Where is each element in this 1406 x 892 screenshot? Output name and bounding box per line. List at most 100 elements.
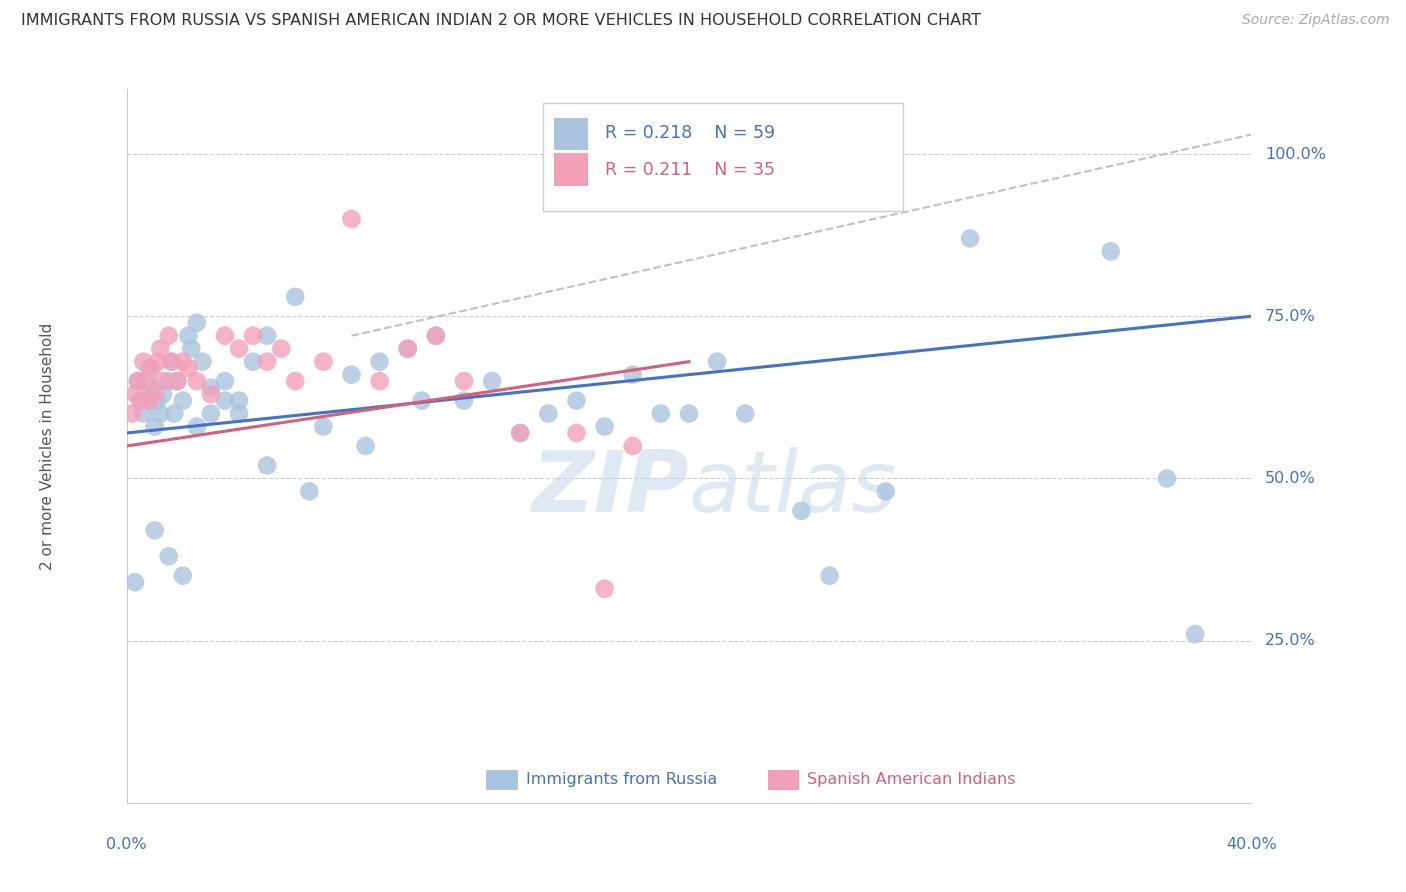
Point <box>959 231 981 245</box>
Point <box>160 354 183 368</box>
Point <box>368 354 391 368</box>
FancyBboxPatch shape <box>768 770 799 790</box>
Point <box>509 425 531 440</box>
Text: Immigrants from Russia: Immigrants from Russia <box>526 772 717 788</box>
Point <box>340 368 363 382</box>
Point <box>214 328 236 343</box>
Text: ZIP: ZIP <box>531 447 689 531</box>
Point <box>146 354 169 368</box>
Point <box>818 568 841 582</box>
Point <box>157 374 180 388</box>
Point <box>354 439 377 453</box>
Point <box>214 374 236 388</box>
Point <box>593 582 616 596</box>
Point <box>149 407 172 421</box>
Point <box>160 354 183 368</box>
Text: 75.0%: 75.0% <box>1265 309 1316 324</box>
Point <box>481 374 503 388</box>
Point <box>191 354 214 368</box>
Point <box>166 374 188 388</box>
Point <box>132 354 155 368</box>
Point <box>1099 244 1122 259</box>
Point <box>129 393 152 408</box>
FancyBboxPatch shape <box>554 118 588 150</box>
Point <box>172 354 194 368</box>
Point <box>163 407 186 421</box>
Point <box>157 328 180 343</box>
Point <box>1156 471 1178 485</box>
Point <box>152 387 174 401</box>
Text: Spanish American Indians: Spanish American Indians <box>807 772 1015 788</box>
Point <box>537 407 560 421</box>
FancyBboxPatch shape <box>543 103 903 211</box>
Text: 25.0%: 25.0% <box>1265 633 1316 648</box>
Point <box>453 374 475 388</box>
Point <box>143 419 166 434</box>
Point <box>172 393 194 408</box>
Point <box>509 425 531 440</box>
Point <box>132 407 155 421</box>
Point <box>143 387 166 401</box>
Point <box>284 290 307 304</box>
Point <box>256 354 278 368</box>
Point <box>172 568 194 582</box>
Point <box>256 328 278 343</box>
Point <box>157 549 180 564</box>
Text: atlas: atlas <box>689 447 897 531</box>
Point <box>734 407 756 421</box>
Point <box>425 328 447 343</box>
Point <box>228 342 250 356</box>
Point <box>141 361 163 376</box>
Point <box>678 407 700 421</box>
Text: Source: ZipAtlas.com: Source: ZipAtlas.com <box>1241 13 1389 28</box>
Point <box>127 374 149 388</box>
Point <box>141 381 163 395</box>
Point <box>298 484 321 499</box>
Point <box>200 387 222 401</box>
Text: 2 or more Vehicles in Household: 2 or more Vehicles in Household <box>41 322 55 570</box>
FancyBboxPatch shape <box>554 153 588 186</box>
Point <box>149 342 172 356</box>
Point <box>621 368 644 382</box>
Point <box>650 407 672 421</box>
Point <box>186 316 208 330</box>
Text: IMMIGRANTS FROM RUSSIA VS SPANISH AMERICAN INDIAN 2 OR MORE VEHICLES IN HOUSEHOL: IMMIGRANTS FROM RUSSIA VS SPANISH AMERIC… <box>21 13 981 29</box>
Point <box>124 387 146 401</box>
Point <box>1184 627 1206 641</box>
Point <box>312 419 335 434</box>
Point <box>166 374 188 388</box>
Point <box>453 393 475 408</box>
Text: R = 0.211    N = 35: R = 0.211 N = 35 <box>605 161 775 178</box>
Point <box>593 419 616 434</box>
Point <box>121 407 143 421</box>
Text: R = 0.218    N = 59: R = 0.218 N = 59 <box>605 125 775 143</box>
Point <box>565 425 588 440</box>
Point <box>284 374 307 388</box>
Point <box>124 575 146 590</box>
Text: 0.0%: 0.0% <box>107 837 146 852</box>
Point <box>411 393 433 408</box>
Point <box>706 354 728 368</box>
Point <box>180 342 202 356</box>
Point <box>186 419 208 434</box>
Point <box>242 328 264 343</box>
Point <box>138 393 160 408</box>
Point <box>200 381 222 395</box>
Point <box>143 524 166 538</box>
Point <box>312 354 335 368</box>
Point <box>621 439 644 453</box>
Point <box>396 342 419 356</box>
Point <box>146 393 169 408</box>
Point <box>565 393 588 408</box>
Point <box>228 393 250 408</box>
Point <box>152 374 174 388</box>
Point <box>875 484 897 499</box>
Text: 100.0%: 100.0% <box>1265 146 1326 161</box>
Point <box>177 361 200 376</box>
Point <box>138 361 160 376</box>
Point <box>186 374 208 388</box>
Point <box>127 374 149 388</box>
Point <box>368 374 391 388</box>
Point <box>135 374 157 388</box>
Text: 40.0%: 40.0% <box>1226 837 1277 852</box>
